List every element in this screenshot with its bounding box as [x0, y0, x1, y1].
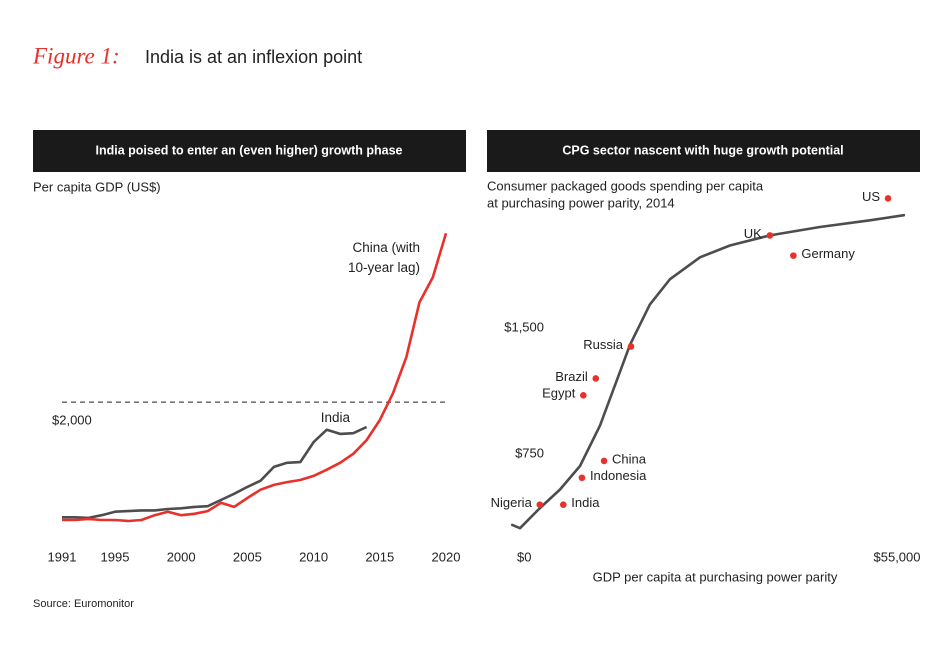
point-label: India — [571, 495, 600, 510]
figure-title: India is at an inflexion point — [145, 47, 362, 67]
x-tick-label: 2015 — [365, 549, 394, 564]
y-tick-label: $2,000 — [52, 413, 92, 428]
point — [627, 343, 635, 350]
series-line — [62, 425, 368, 520]
point-label: US — [862, 189, 880, 204]
trend-curve — [510, 213, 906, 530]
y-tick-label: $1,500 — [504, 319, 544, 334]
x-tick-label: 2020 — [432, 549, 461, 564]
header-bar — [487, 130, 920, 172]
x-tick-label: $55,000 — [874, 549, 921, 564]
series-label: India — [320, 410, 350, 425]
x-tick-label: 2000 — [167, 549, 196, 564]
source: Source: Euromonitor — [33, 598, 134, 610]
panel-title: India poised to enter an (even higher) g… — [96, 143, 403, 157]
point — [559, 501, 567, 508]
point — [536, 501, 544, 508]
header-bar — [33, 130, 466, 172]
y-axis-label: Per capita GDP (US$) — [33, 179, 161, 194]
x-tick-label: $0 — [517, 549, 531, 564]
series-label: China (with 10-year lag) — [347, 240, 420, 275]
point — [578, 474, 586, 482]
point-label: Indonesia — [590, 468, 647, 483]
point — [600, 457, 608, 465]
point — [790, 252, 797, 259]
x-axis-label: GDP per capita at purchasing power parit… — [593, 569, 838, 584]
panel-title: CPG sector nascent with huge growth pote… — [562, 143, 843, 157]
point — [580, 391, 587, 399]
x-tick-label: 1995 — [101, 549, 130, 564]
point — [884, 195, 892, 202]
y-tick-label: $750 — [515, 446, 544, 461]
figure-label: Figure 1: — [32, 43, 120, 68]
y-axis-label: at purchasing power parity, 2014 — [487, 195, 675, 210]
point-label: UK — [744, 226, 762, 241]
point-label: Egypt — [542, 386, 576, 401]
point-label: Russia — [583, 337, 624, 352]
series-line — [62, 232, 448, 523]
point — [592, 375, 600, 382]
x-tick-label: 2005 — [233, 549, 262, 564]
point-label: Germany — [801, 246, 855, 261]
point-label: China — [612, 451, 647, 466]
point — [766, 232, 774, 239]
y-axis-label: Consumer packaged goods spending per cap… — [487, 178, 764, 193]
point-label: Brazil — [555, 369, 588, 384]
x-tick-label: 1991 — [48, 549, 77, 564]
x-tick-label: 2010 — [299, 549, 328, 564]
point-label: Nigeria — [491, 495, 533, 510]
